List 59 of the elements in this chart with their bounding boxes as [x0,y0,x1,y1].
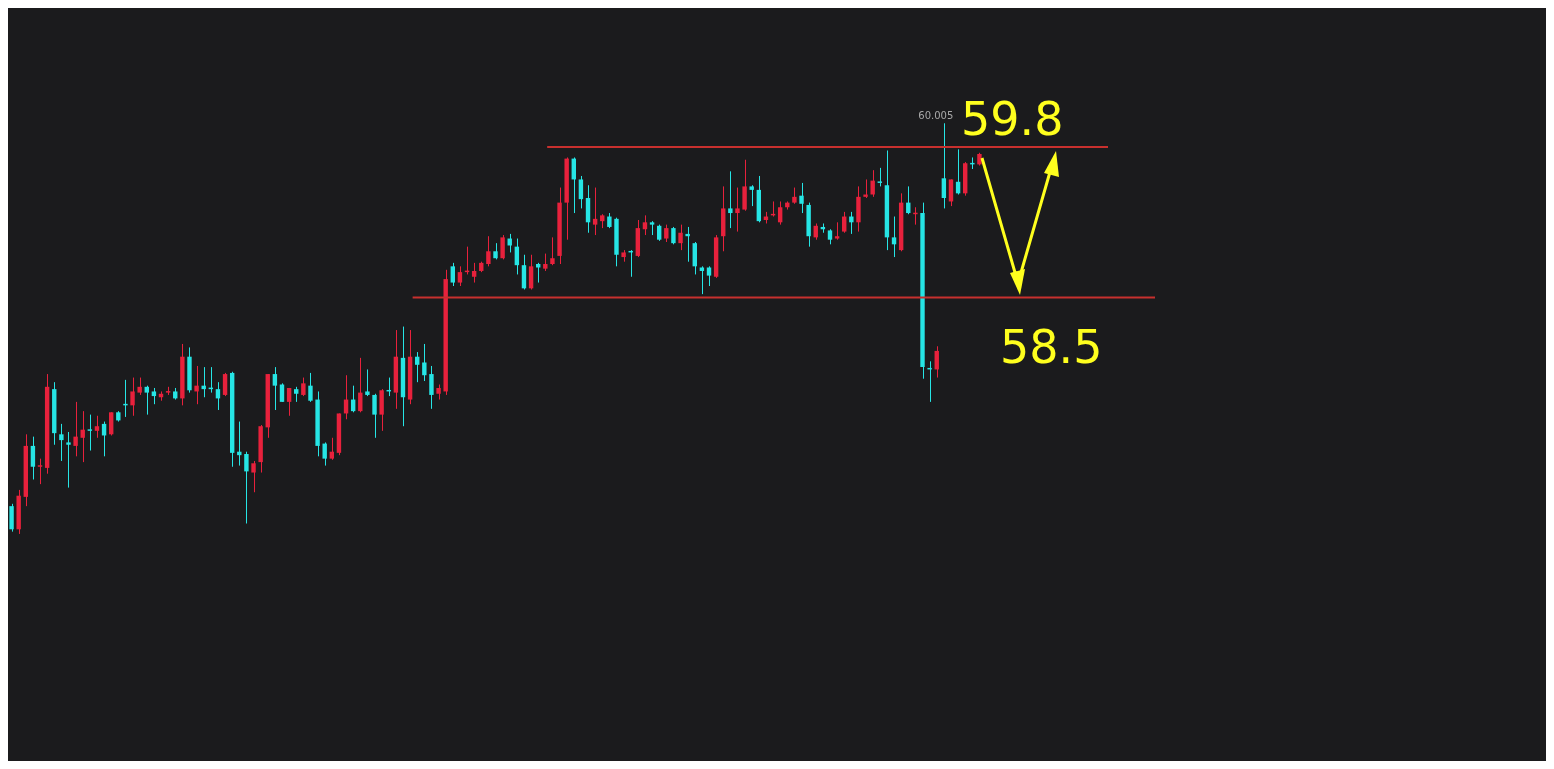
candlestick [642,214,648,236]
annotation: 60.005 [918,109,954,121]
candlestick [728,170,733,229]
candlestick [308,372,313,403]
candlestick [500,234,505,260]
ref-line-label: 58.5 [1000,319,1103,374]
candlestick [73,401,78,457]
ref-line-label: 59.8 [961,92,1064,147]
candlestick [521,254,527,291]
candlestick [66,431,71,489]
candlestick [30,436,36,480]
candlestick [842,211,847,234]
candlestick [237,421,242,467]
candlestick [578,175,584,209]
candlestick [735,187,740,233]
candlestick [799,182,804,214]
candlestick [251,460,256,493]
candlestick [144,385,149,416]
candlestick [87,414,93,452]
candlestick [486,235,491,267]
candlestick [108,411,114,436]
candlestick [286,387,292,417]
candlestick [194,365,199,405]
candlestick [471,262,477,284]
candlestick [422,343,427,382]
candlestick [244,451,249,525]
candlestick [948,178,954,207]
candlestick [329,437,335,461]
candlestick [365,368,370,397]
candlestick [59,423,64,462]
candlestick [528,254,534,291]
candlestick [94,415,100,439]
candlestick [322,441,327,467]
candlestick [777,200,783,226]
candlestick [222,372,228,397]
candlestick [301,377,306,397]
candlestick [877,167,883,187]
candlestick [550,236,555,266]
candlestick [699,265,705,295]
candlestick [692,241,697,275]
candlestick [592,187,598,236]
candlestick [37,458,43,485]
candlestick [870,169,875,198]
candlestick [9,503,14,533]
candlestick [706,265,712,287]
candlestick [457,265,463,287]
candlestick [429,365,434,410]
candlestick [891,216,897,258]
candlestick [685,226,690,263]
candlestick [863,178,868,199]
candlestick [450,262,456,287]
candlestick [941,122,947,209]
candlestick [678,224,683,251]
candlestick [849,211,854,235]
candlestick [372,393,377,439]
candlestick [272,366,278,411]
candlestick [749,184,754,207]
candlestick [742,159,747,212]
candlestick [130,377,135,417]
